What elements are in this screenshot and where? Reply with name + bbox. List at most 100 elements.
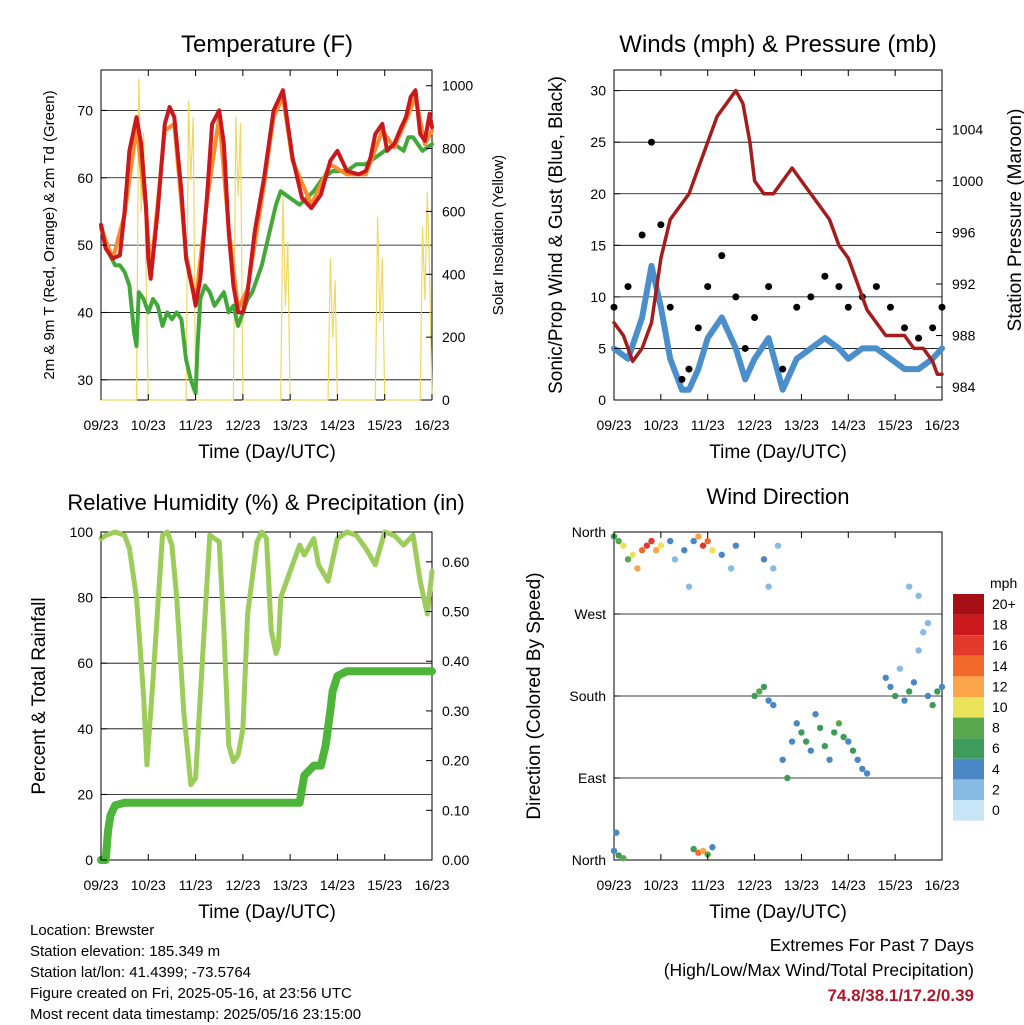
y-tick-label: 20 <box>77 786 93 802</box>
elevation-text: Station elevation: 185.349 m <box>30 943 221 960</box>
y-tick-label: South <box>569 688 606 704</box>
gust-point <box>915 334 923 342</box>
colorbar-label: 2 <box>992 781 1000 797</box>
y2-tick-label: 1000 <box>952 173 983 189</box>
x-tick-label: 11/23 <box>179 417 213 433</box>
gust-point <box>779 365 787 373</box>
humidity-xlabel: Time (Day/UTC) <box>198 902 336 923</box>
colorbar-label: 14 <box>992 658 1008 674</box>
y-tick-label: 20 <box>590 186 606 202</box>
y-tick-label: North <box>572 852 606 868</box>
y-tick-label: 5 <box>598 340 606 356</box>
colorbar-label: 10 <box>992 699 1008 715</box>
direction-point <box>756 688 763 695</box>
y2-tick-label: 0.10 <box>442 802 469 818</box>
pressure-line <box>612 88 944 376</box>
gust-point <box>793 303 801 311</box>
x-tick-label: 10/23 <box>643 417 678 433</box>
y-tick-label: West <box>574 606 606 622</box>
direction-point <box>643 542 650 549</box>
direction-xlabel: Time (Day/UTC) <box>709 902 847 923</box>
x-tick-label: 14/23 <box>320 877 355 893</box>
direction-point <box>863 770 871 777</box>
y2-tick-label: 0.40 <box>442 653 469 669</box>
direction-point <box>634 565 641 572</box>
gust-point <box>751 314 759 321</box>
direction-point <box>690 537 697 545</box>
y2-tick-label: 0.50 <box>442 604 469 620</box>
gust-point <box>872 283 880 291</box>
direction-point <box>709 844 716 851</box>
station-info: Location: Brewster Station elevation: 18… <box>30 920 361 1025</box>
y2-tick-label: 988 <box>952 328 976 344</box>
colorbar-label: 8 <box>992 720 1000 736</box>
direction-point <box>620 854 627 862</box>
created-text: Figure created on Fri, 2025-05-16, at 23… <box>30 985 352 1002</box>
direction-point <box>648 537 655 545</box>
winds-xlabel: Time (Day/UTC) <box>709 442 847 463</box>
direction-point <box>699 847 707 855</box>
temperature-title: Temperature (F) <box>181 31 353 58</box>
x-tick-label: 14/23 <box>831 877 866 893</box>
direction-point <box>751 692 758 700</box>
direction-point <box>718 551 725 558</box>
y-tick-label: 30 <box>77 372 93 388</box>
y2-tick-label: 996 <box>952 224 976 240</box>
colorbar-label: 20+ <box>992 596 1016 612</box>
direction-point <box>835 720 843 727</box>
x-tick-label: 13/23 <box>784 877 819 893</box>
direction-point <box>788 738 796 745</box>
y2-tick-label: 1000 <box>442 78 473 94</box>
direction-panel: Wind Direction North East South West North 09… <box>524 484 1017 923</box>
direction-point <box>615 852 622 859</box>
x-tick-label: 12/23 <box>225 417 260 433</box>
wind-speed-line <box>611 262 945 393</box>
temperature-panel: Temperature (F) 30 40 50 60 70 0 200 400 600 800 1… <box>41 31 507 463</box>
x-tick-label: 09/23 <box>596 417 631 433</box>
direction-point <box>770 565 777 572</box>
direction-point <box>667 537 674 545</box>
winds-ylabel: Sonic/Prop Wind & Gust (Blue, Black) <box>546 76 567 394</box>
direction-point <box>620 542 627 549</box>
direction-point <box>802 738 810 745</box>
y2-tick-label: 400 <box>442 266 466 282</box>
gust-point <box>741 344 749 352</box>
y2-tick-label: 1004 <box>952 121 983 137</box>
winds-frame <box>613 69 943 401</box>
gust-point <box>938 303 946 311</box>
x-tick-label: 10/23 <box>131 417 166 433</box>
direction-point <box>887 683 894 691</box>
direction-point <box>816 724 824 732</box>
y-tick-label: 10 <box>590 289 606 305</box>
y-tick-label: 100 <box>70 524 94 540</box>
x-tick-label: 10/23 <box>643 877 678 893</box>
x-tick-label: 09/23 <box>83 417 118 433</box>
gust-point <box>807 293 815 301</box>
direction-point <box>615 537 622 545</box>
gust-point <box>704 283 712 291</box>
colorbar-swatch <box>953 697 984 718</box>
gust-point <box>844 303 852 311</box>
y2-tick-label: 0.30 <box>442 703 469 719</box>
y2-tick-label: 0.00 <box>442 852 469 868</box>
colorbar-swatch <box>953 655 984 677</box>
direction-point <box>765 697 772 704</box>
direction-point <box>920 629 927 636</box>
direction-point <box>821 742 829 750</box>
gust-point <box>685 365 693 373</box>
y-tick-label: 15 <box>590 237 606 253</box>
x-tick-label: 09/23 <box>596 877 631 893</box>
extremes-box: Extremes For Past 7 Days (High/Low/Max W… <box>664 933 974 1008</box>
temperature-frame <box>100 69 433 401</box>
direction-title: Wind Direction <box>706 484 849 509</box>
direction-point <box>760 683 768 691</box>
gust-point <box>647 138 655 146</box>
x-tick-label: 14/23 <box>320 417 355 433</box>
direction-point <box>807 747 814 754</box>
gust-point <box>666 303 674 311</box>
colorbar-unit: mph <box>990 575 1017 591</box>
gust-point <box>718 252 726 260</box>
y2-tick-label: 0 <box>442 392 450 408</box>
dewpoint-line <box>99 135 434 396</box>
colorbar-label: 4 <box>992 761 1000 777</box>
